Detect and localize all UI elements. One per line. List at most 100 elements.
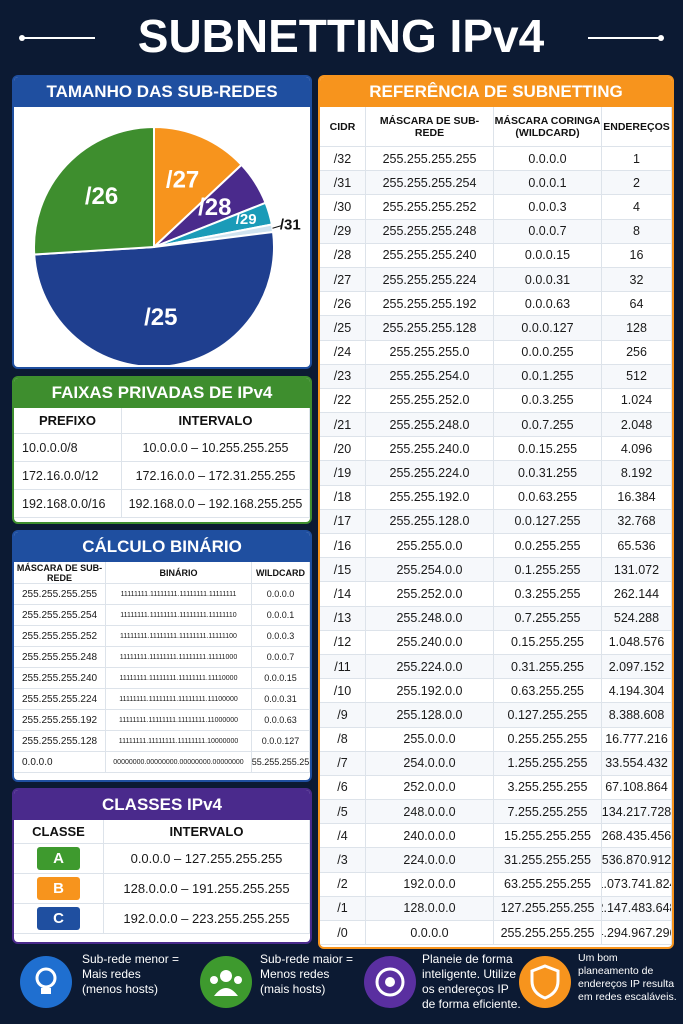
table-cell: 255.255.255.128: [14, 731, 106, 752]
table-cell: 248.0.0.0: [366, 800, 494, 825]
table-cell: A: [14, 844, 104, 874]
tip-text: Planeie de forma inteligente. Utilize os…: [422, 952, 521, 1011]
title-dot: [658, 35, 664, 41]
column-header: CIDR: [320, 107, 366, 147]
pie-chart: /27/28/29/31/25/26: [33, 125, 301, 367]
table-cell: 11111111.11111111.11111111.11000000: [106, 710, 252, 731]
table-cell: 255.128.0.0: [366, 703, 494, 728]
table-cell: 0.255.255.255: [494, 727, 602, 752]
table-cell: 262.144: [602, 582, 672, 607]
table-cell: 4.096: [602, 437, 672, 462]
table-cell: 7.255.255.255: [494, 800, 602, 825]
table-cell: 255.255.255.252: [14, 626, 106, 647]
column-header: ENDEREÇOS: [602, 107, 672, 147]
reference-panel: REFERÊNCIA DE SUBNETTING CIDR MÁSCARA DE …: [318, 75, 674, 949]
table-cell: 0.0.0.0: [252, 584, 310, 605]
class-badge: B: [37, 877, 80, 900]
table-cell: 255.255.254.0: [366, 364, 494, 389]
table-cell: /5: [320, 800, 366, 825]
table-cell: 11111111.11111111.11111111.11111000: [106, 647, 252, 668]
pie-slice: [33, 125, 155, 256]
table-cell: 16: [602, 243, 672, 268]
binary-table: MÁSCARA DE SUB-REDE BINÁRIO WILDCARD 255.25…: [14, 562, 310, 773]
table-cell: 255.255.255.255: [14, 584, 106, 605]
table-cell: /31: [320, 171, 366, 196]
table-cell: 255.255.255.0: [366, 340, 494, 365]
title-dot: [19, 35, 25, 41]
tip-text: Sub-rede menor = Mais redes (menos hosts…: [82, 952, 180, 996]
table-cell: /25: [320, 316, 366, 341]
table-cell: /4: [320, 824, 366, 849]
slice-label: /27: [166, 166, 199, 193]
table-cell: 32: [602, 267, 672, 293]
table-cell: 15.255.255.255: [494, 824, 602, 849]
table-cell: 0.0.63.255: [494, 485, 602, 510]
table-cell: 0.0.0.1: [252, 605, 310, 626]
table-cell: 536.870.912: [602, 848, 672, 873]
binary-panel: CÁLCULO BINÁRIO MÁSCARA DE SUB-REDE BINÁR…: [12, 530, 312, 782]
table-cell: 0.0.0.15: [494, 243, 602, 268]
table-cell: 11111111.11111111.11111111.11100000: [106, 689, 252, 710]
icon-shield: [519, 956, 571, 1008]
table-cell: B: [14, 874, 104, 904]
table-cell: 0.0.31.255: [494, 461, 602, 486]
table-cell: 0.0.7.255: [494, 413, 602, 438]
page-title: SUBNETTING IPv4: [138, 10, 545, 62]
table-cell: 192.0.0.0 – 223.255.255.255: [104, 904, 310, 934]
table-cell: 255.255.255.255: [252, 752, 310, 773]
table-cell: 255.255.0.0: [366, 534, 494, 559]
table-cell: /28: [320, 243, 366, 268]
table-cell: 0.1.255.255: [494, 558, 602, 583]
table-cell: 11111111.11111111.11111111.11111111: [106, 584, 252, 605]
table-cell: 255.255.255.255: [366, 147, 494, 172]
table-cell: 0.0.0.0 – 127.255.255.255: [104, 844, 310, 874]
table-cell: 524.288: [602, 606, 672, 631]
table-cell: /18: [320, 485, 366, 510]
slice-label: /25: [144, 304, 177, 331]
private-panel: FAIXAS PRIVADAS DE IPv4 PREFIXO INTERVALO…: [12, 376, 312, 524]
table-cell: 512: [602, 364, 672, 389]
table-cell: /12: [320, 630, 366, 655]
leader-line: [272, 224, 283, 229]
table-cell: 255.240.0.0: [366, 630, 494, 655]
table-cell: 16.777.216: [602, 727, 672, 752]
column-header: CLASSE: [14, 820, 104, 844]
table-grid: PREFIXO INTERVALO 10.0.0.0/8 10.0.0.0 – 10.…: [14, 408, 310, 518]
table-cell: 16.384: [602, 485, 672, 510]
table-cell: 0.0.255.255: [494, 534, 602, 559]
table-cell: 8.192: [602, 461, 672, 486]
table-cell: /27: [320, 267, 366, 293]
table-cell: 0.7.255.255: [494, 606, 602, 631]
table-cell: /3: [320, 848, 366, 873]
table-cell: 11111111.11111111.11111111.11111100: [106, 626, 252, 647]
table-cell: 63.255.255.255: [494, 872, 602, 897]
icon-shape: [530, 964, 560, 1000]
table-cell: 8: [602, 219, 672, 244]
column-header: WILDCARD: [252, 562, 310, 584]
table-cell: 255.255.255.192: [14, 710, 106, 731]
table-cell: 32.768: [602, 509, 672, 534]
table-cell: 127.255.255.255: [494, 896, 602, 921]
table-cell: 256: [602, 340, 672, 365]
table-cell: 67.108.864: [602, 775, 672, 801]
table-cell: 255.255.248.0: [366, 413, 494, 438]
table-cell: 11111111.11111111.11111111.10000000: [106, 731, 252, 752]
table-cell: 255.224.0.0: [366, 654, 494, 680]
icon-shape: [220, 970, 232, 982]
table-cell: 255.192.0.0: [366, 679, 494, 704]
table-cell: 0.3.255.255: [494, 582, 602, 607]
table-cell: 192.0.0.0: [366, 872, 494, 897]
pie-slice: [153, 125, 243, 250]
table-cell: 255.255.240.0: [366, 437, 494, 462]
table-cell: 3.255.255.255: [494, 775, 602, 801]
tip-text: Um bom planeamento de endereços IP resul…: [578, 952, 677, 1003]
table-cell: 254.0.0.0: [366, 751, 494, 776]
icon-shape: [41, 988, 51, 994]
table-cell: 8.388.608: [602, 703, 672, 728]
table-cell: 2.147.483.648: [602, 896, 672, 921]
table-cell: /17: [320, 509, 366, 534]
table-cell: 255.255.255.240: [366, 243, 494, 268]
table-cell: /9: [320, 703, 366, 728]
column-header: MÁSCARA DE SUB-REDE: [366, 107, 494, 147]
